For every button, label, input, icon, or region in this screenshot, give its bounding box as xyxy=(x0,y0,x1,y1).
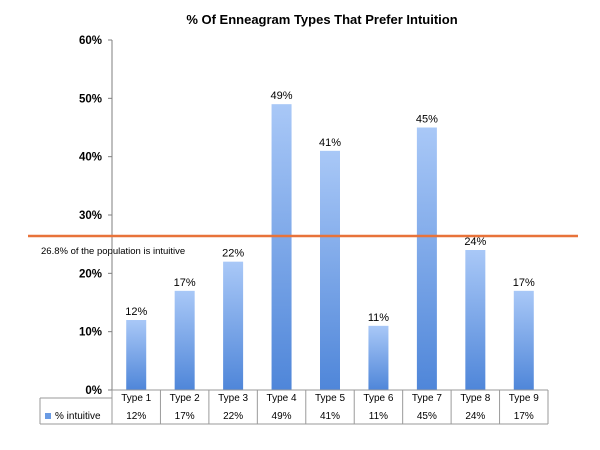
bar xyxy=(320,150,340,390)
category-label: Type 9 xyxy=(509,393,539,404)
chart-title: % Of Enneagram Types That Prefer Intuiti… xyxy=(186,12,457,27)
reference-line-label: 26.8% of the population is intuitive xyxy=(41,246,185,257)
table-cell: 17% xyxy=(514,411,534,422)
y-tick-label: 20% xyxy=(79,268,102,280)
category-label: Type 1 xyxy=(121,393,151,404)
y-tick-label: 30% xyxy=(79,210,102,222)
bar-data-label: 45% xyxy=(416,114,438,126)
table-cell: 41% xyxy=(320,411,340,422)
bar-data-label: 22% xyxy=(222,248,244,260)
table-cell: 45% xyxy=(417,411,437,422)
table-cell: 22% xyxy=(223,411,243,422)
category-label: Type 8 xyxy=(460,393,490,404)
table-cell: 11% xyxy=(369,411,388,422)
bar xyxy=(513,290,534,390)
bar-data-label: 12% xyxy=(125,306,147,318)
table-cell: 17% xyxy=(175,411,195,422)
table-cell: 12% xyxy=(126,411,146,422)
bar-data-label: 17% xyxy=(174,277,196,289)
bar xyxy=(368,325,389,390)
category-label: Type 3 xyxy=(218,393,248,404)
y-tick-label: 60% xyxy=(79,35,102,47)
bar-data-label: 49% xyxy=(271,90,293,102)
y-tick-label: 40% xyxy=(79,152,102,164)
bar xyxy=(174,290,195,390)
y-tick-label: 10% xyxy=(79,327,102,339)
reference-line-group: 26.8% of the population is intuitive xyxy=(28,234,578,257)
y-axis: 0% 10% 20% 30% 40% 50% 60% xyxy=(79,35,113,397)
category-label: Type 5 xyxy=(315,393,345,404)
data-table: Type 1 12% Type 2 17% Type 3 22% Type 4 49% Type… xyxy=(39,389,549,425)
category-label: Type 6 xyxy=(363,393,393,404)
legend-key xyxy=(45,413,51,419)
bar-data-label: 41% xyxy=(319,137,341,149)
bar xyxy=(465,250,486,390)
category-label: Type 4 xyxy=(267,393,297,404)
bar xyxy=(271,104,292,391)
category-label: Type 7 xyxy=(412,393,442,404)
bar-data-label: 11% xyxy=(368,312,389,324)
bar-data-label: 17% xyxy=(513,277,535,289)
y-tick-label: 0% xyxy=(85,385,102,397)
y-tick-label: 50% xyxy=(79,93,102,105)
bar-data-label: 24% xyxy=(464,236,486,248)
bars: 12% 17% 22% 49% 41% 11% 45% 24% 17% xyxy=(125,90,535,391)
category-label: Type 2 xyxy=(170,393,200,404)
legend-label: % intuitive xyxy=(55,411,101,422)
bar xyxy=(416,127,437,390)
table-cell: 24% xyxy=(465,411,485,422)
table-cell: 49% xyxy=(272,411,292,422)
bar xyxy=(223,261,244,390)
bar xyxy=(126,320,147,390)
